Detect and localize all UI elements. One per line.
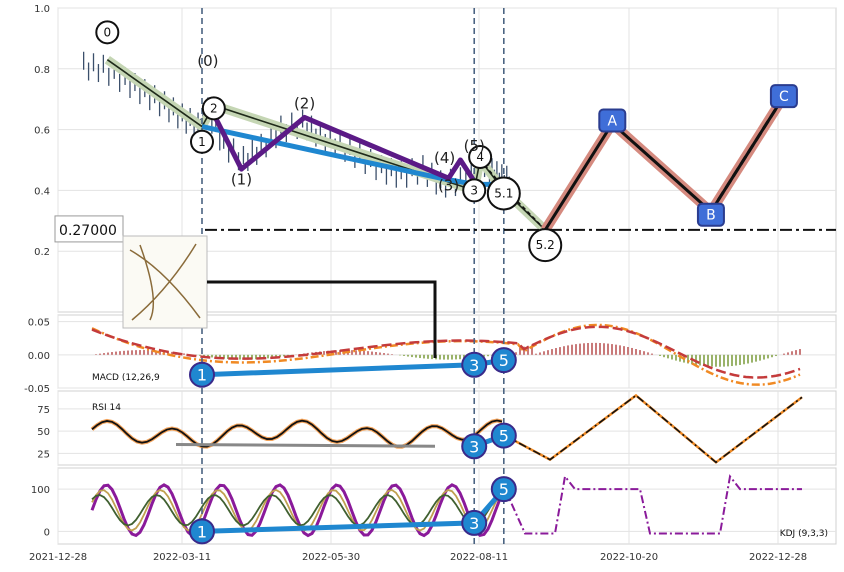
macd-label: MACD (12,26,9 <box>92 373 160 383</box>
y-tick-label: 1.0 <box>34 4 50 15</box>
abc-label: C <box>779 89 789 105</box>
abc-line <box>543 95 786 231</box>
macd-pivot-label: 5 <box>499 351 509 370</box>
abc-label: B <box>706 208 716 224</box>
level-label-text: 0.27000 <box>59 223 117 239</box>
wave-label: (1) <box>231 170 252 188</box>
abc-label-box <box>598 108 627 133</box>
wave-label: (5) <box>464 137 485 155</box>
macd-pivot-label: 1 <box>197 366 207 385</box>
rsi-line <box>91 419 503 448</box>
kdj-line <box>91 494 505 527</box>
x-tick-label: 2022-12-28 <box>749 552 807 563</box>
macd-pivot-circle <box>461 351 488 378</box>
y-tick-label: 0.2 <box>34 247 50 258</box>
wave-label-circle <box>462 178 487 203</box>
level-label-box <box>54 215 124 243</box>
y-tick-label: 0.6 <box>34 126 50 137</box>
wave-label: 4 <box>476 150 484 164</box>
kdj-projection <box>504 474 802 535</box>
x-tick-label: 2022-10-20 <box>600 552 658 563</box>
wave-label-circle <box>95 20 120 45</box>
kdj-pivot-label: 3 <box>469 514 479 533</box>
wave-label-circle <box>468 144 493 169</box>
connector-line <box>207 280 437 358</box>
y-tick-label: -0.05 <box>24 384 50 395</box>
kdj-pivot-circle <box>461 509 488 536</box>
x-tick-label: 2022-05-30 <box>302 552 360 563</box>
wave-label: 0 <box>103 25 111 39</box>
macd-pivot-circle <box>189 361 215 388</box>
abc-label: A <box>608 113 618 129</box>
kdj-pivot-circle <box>189 518 215 545</box>
wave-label: (0) <box>197 52 218 70</box>
y-tick-label: 25 <box>37 449 50 460</box>
wave-label-circle <box>528 228 563 263</box>
y-tick-label: 100 <box>31 485 50 496</box>
abc-dash <box>709 95 786 213</box>
y-tick-label: 0.00 <box>28 351 50 362</box>
macd-signal-line <box>91 325 801 379</box>
wave-label-circle <box>486 176 521 211</box>
wave-sub-purple <box>211 113 477 183</box>
rsi-pivot-circle <box>490 422 517 449</box>
macd-line <box>91 323 801 386</box>
y-tick-label: 0.05 <box>28 318 50 329</box>
kdj-pivot-label: 1 <box>197 522 207 541</box>
kdj-pivot-circle <box>490 476 517 503</box>
y-tick-label: 50 <box>37 427 50 438</box>
y-tick-label: 75 <box>37 405 50 416</box>
rsi-pivot-label: 3 <box>469 437 479 456</box>
abc-label-box <box>769 84 798 109</box>
rsi-pivot-circle <box>461 433 488 460</box>
rsi-projection <box>504 394 803 464</box>
x-tick-label: 2021-12-28 <box>29 552 87 563</box>
abc-label-box <box>696 202 725 227</box>
inset-image-frame <box>122 235 208 329</box>
wave-label: 2 <box>210 101 218 115</box>
wave-label: (3) <box>438 176 459 194</box>
inset-image-sketch <box>129 243 201 321</box>
macd-pivot-label: 3 <box>469 356 479 375</box>
kdj-pivot-label: 5 <box>499 480 509 499</box>
wave-label: 3 <box>470 183 478 197</box>
x-tick-label: 2022-08-11 <box>450 552 508 563</box>
rsi-label: RSI 14 <box>92 403 121 413</box>
wave-label: (2) <box>294 94 315 112</box>
kdj-label: KDJ (9,3,3) <box>780 529 828 539</box>
rsi-pivot-label: 5 <box>499 427 509 446</box>
wave-label: (4) <box>434 149 455 167</box>
kdj-line <box>90 483 506 538</box>
y-tick-label: 0.8 <box>34 65 50 76</box>
macd-pivot-circle <box>490 347 517 374</box>
wave-label: 1 <box>198 135 206 149</box>
y-tick-label: 0.4 <box>34 186 50 197</box>
wave-label-circle <box>201 96 226 121</box>
wave-label: 5.2 <box>536 238 555 252</box>
y-tick-label: 0 <box>44 527 50 538</box>
rsi-gray-trend <box>175 442 436 448</box>
wave-label-circle <box>190 129 214 154</box>
x-tick-label: 2022-03-11 <box>153 552 211 563</box>
wave-trend-blue <box>201 124 504 187</box>
wave-label: 5.1 <box>494 186 513 200</box>
